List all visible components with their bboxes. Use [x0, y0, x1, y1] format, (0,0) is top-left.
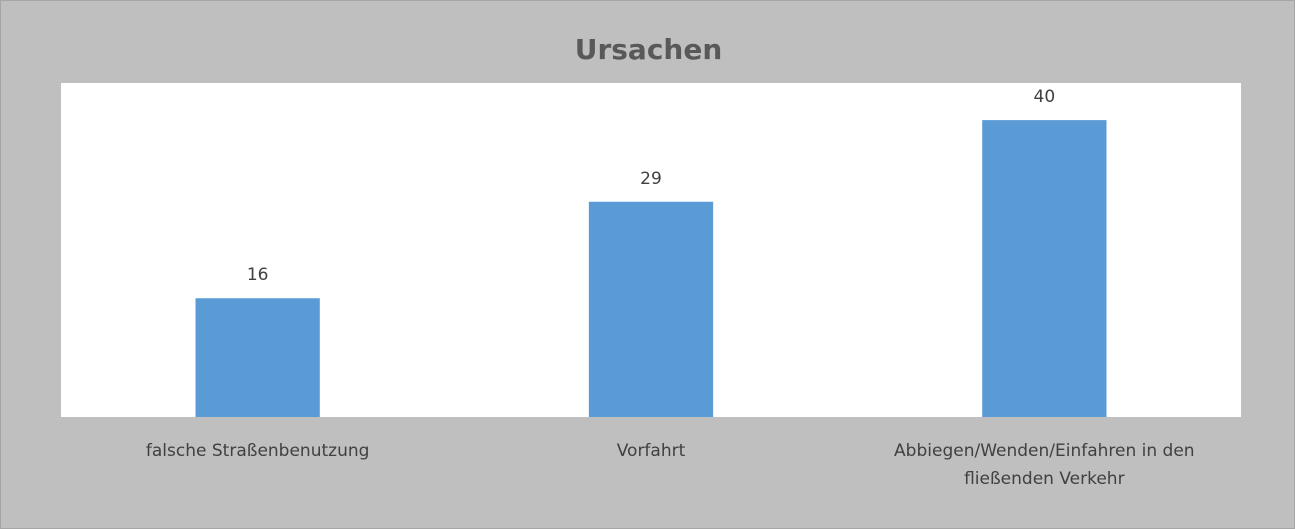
x-tick-label: Abbiegen/Wenden/Einfahren in den fließen… [894, 441, 1195, 489]
bar [588, 201, 714, 417]
bar [195, 298, 320, 417]
data-label: 29 [640, 169, 662, 189]
x-tick-label: falsche Straßenbenutzung [145, 441, 370, 461]
bar [982, 120, 1107, 417]
data-label: 40 [1034, 87, 1056, 107]
x-tick-label: Vorfahrt [616, 441, 686, 461]
chart-title: Ursachen [574, 33, 723, 66]
data-label: 16 [247, 265, 269, 285]
